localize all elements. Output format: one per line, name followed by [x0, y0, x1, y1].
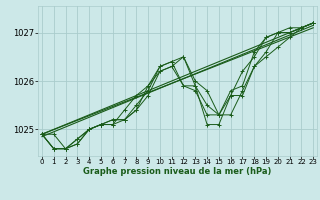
X-axis label: Graphe pression niveau de la mer (hPa): Graphe pression niveau de la mer (hPa) [84, 167, 272, 176]
